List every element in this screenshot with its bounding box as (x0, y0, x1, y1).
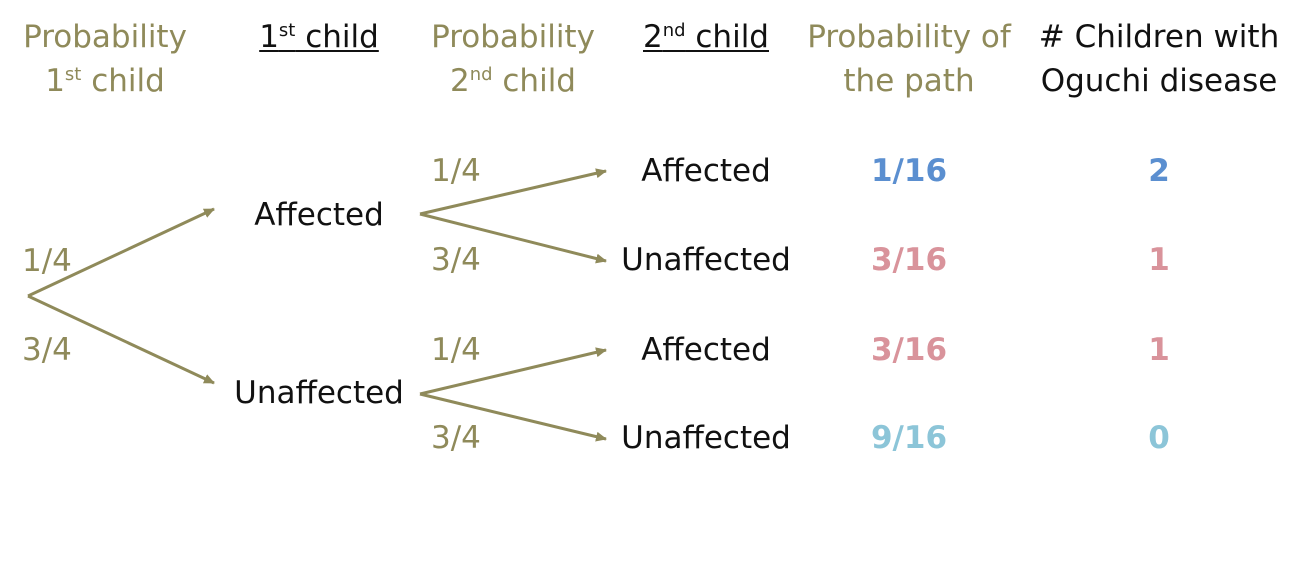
header-second-child: 2nd child (643, 19, 769, 55)
path-probability-3: 3/16 (870, 332, 948, 368)
prob-first-affected: 1/4 (22, 243, 72, 279)
arrow-root-to-affected (27, 207, 215, 298)
arrow-affected-to-affected (419, 168, 607, 216)
prob-second-2: 3/4 (431, 242, 481, 278)
arrow-affected-to-unaffected (419, 212, 607, 264)
node-second-unaffected-2: Unaffected (621, 420, 791, 456)
header-path-prob-line2: the path (843, 63, 975, 99)
node-first-affected: Affected (254, 197, 384, 233)
prob-second-4: 3/4 (431, 420, 481, 456)
children-affected-1: 2 (1148, 153, 1170, 189)
arrow-root-to-unaffected (27, 294, 215, 385)
header-first-child: 1st child (259, 19, 379, 55)
header-path-prob-line1: Probability of (807, 19, 1011, 55)
header-children-count-line1: # Children with (1038, 19, 1280, 55)
header-prob-first-line2: 1st child (45, 63, 165, 99)
node-second-affected-2: Affected (641, 332, 771, 368)
prob-first-unaffected: 3/4 (22, 332, 72, 368)
arrow-unaffected-to-unaffected (419, 392, 607, 442)
node-second-unaffected-1: Unaffected (621, 242, 791, 278)
node-first-unaffected: Unaffected (234, 375, 404, 411)
children-affected-4: 0 (1148, 420, 1170, 456)
path-probability-4: 9/16 (870, 420, 948, 456)
prob-second-1: 1/4 (431, 153, 481, 189)
arrow-unaffected-to-affected (419, 347, 607, 396)
prob-second-3: 1/4 (431, 332, 481, 368)
header-prob-second-line1: Probability (431, 19, 595, 55)
path-probability-2: 3/16 (870, 242, 948, 278)
path-probability-1: 1/16 (870, 153, 948, 189)
header-children-count-line2: Oguchi disease (1040, 63, 1278, 99)
children-affected-3: 1 (1148, 332, 1170, 368)
header-prob-first-line1: Probability (23, 19, 187, 55)
node-second-affected-1: Affected (641, 153, 771, 189)
header-prob-second-line2: 2nd child (450, 63, 576, 99)
children-affected-2: 1 (1148, 242, 1170, 278)
